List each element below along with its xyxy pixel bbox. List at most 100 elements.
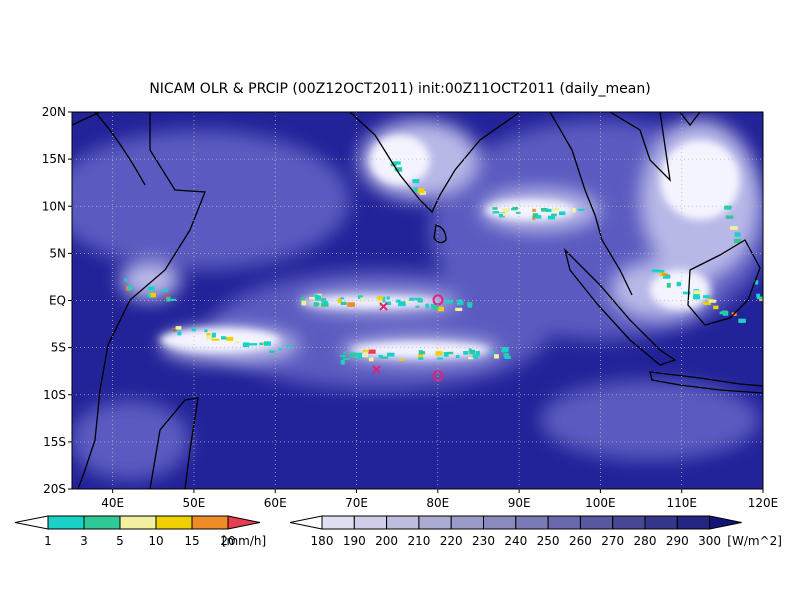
rain-cell (269, 350, 276, 353)
rain-cell (436, 357, 443, 360)
colorbar-label: 230 (472, 534, 495, 548)
rain-cell (221, 337, 228, 340)
rain-cell (499, 213, 504, 217)
rain-cell (398, 358, 405, 361)
rain-cell (504, 356, 511, 359)
colorbar-box (386, 515, 420, 530)
rain-cell (532, 213, 539, 219)
rain-cell (386, 352, 395, 357)
rain-cell (419, 351, 426, 355)
rain-cell (666, 282, 671, 288)
rain-cell (455, 307, 463, 312)
rain-cell (532, 208, 536, 212)
rain-cell (494, 354, 499, 359)
rain-cell (418, 353, 424, 359)
rain-cell (340, 359, 345, 365)
lat-label: 5S (51, 341, 66, 355)
lat-label: 10N (42, 199, 66, 213)
colorbar-label: 5 (116, 534, 124, 548)
colorbar-box (483, 515, 517, 530)
colorbar-box (191, 515, 229, 530)
colorbar-label: 3 (80, 534, 88, 548)
lat-label: 15S (43, 435, 66, 449)
rain-cell (546, 208, 552, 213)
rain-cell (259, 342, 263, 346)
colorbar-label: 290 (666, 534, 689, 548)
rain-cell (656, 269, 665, 273)
rain-cell (501, 347, 509, 353)
rain-cell (734, 232, 741, 237)
rain-cell (415, 297, 422, 301)
rain-cell (713, 305, 719, 310)
colorbar-unit: [W/m^2] (727, 534, 782, 548)
rain-cell (559, 211, 566, 216)
rain-cell (360, 297, 365, 302)
rain-cell (676, 281, 681, 287)
title: NICAM OLR & PRCIP (00Z12OCT2011) init:00… (149, 81, 650, 97)
rain-cell (301, 296, 305, 302)
rain-cell (431, 305, 439, 310)
rain-cell (263, 341, 272, 346)
rain-cell (417, 299, 423, 303)
lon-label: 90E (508, 496, 531, 510)
rain-cell (540, 207, 548, 212)
rain-cell (175, 326, 182, 330)
colorbar-label: 220 (440, 534, 463, 548)
colorbar-box (155, 515, 193, 530)
lat-label: 10S (43, 388, 66, 402)
colorbar-box (353, 515, 388, 530)
storm-markers (372, 294, 444, 382)
rain-cell (313, 302, 320, 306)
rain-cell (321, 298, 327, 302)
rain-cell (168, 298, 177, 301)
colorbar-box (321, 515, 355, 530)
rain-cell (475, 351, 481, 356)
rain-cell (472, 354, 477, 358)
rain-cell (368, 357, 374, 362)
rain-cell (572, 208, 576, 213)
colorbar-box (450, 515, 485, 530)
rain-cell (445, 299, 453, 304)
rain-cell (206, 335, 214, 340)
rain-cell (435, 351, 443, 356)
rain-cell (552, 207, 560, 211)
rain-cell (349, 352, 356, 358)
rain-cell (651, 269, 660, 273)
rain-cell (378, 354, 383, 359)
rain-cell (398, 301, 406, 307)
colorbar-label: 10 (148, 534, 163, 548)
lat-label: 5N (49, 246, 66, 260)
colorbar-label: 190 (343, 534, 366, 548)
lon-label: 40E (101, 496, 124, 510)
rain-cell (386, 296, 390, 300)
rain-cell (405, 300, 410, 304)
rain-cell (393, 161, 401, 165)
lat-label: 20S (43, 482, 66, 496)
rain-cell (147, 286, 155, 291)
colorbar-box (579, 515, 614, 530)
colorbar-label: 20 (220, 534, 235, 548)
rain-cell (492, 207, 498, 210)
rain-cell (286, 345, 292, 348)
rain-cell (368, 349, 376, 354)
rain-cell (703, 302, 711, 305)
rain-cell (191, 327, 196, 332)
colorbar-box (47, 515, 85, 530)
colorbar-box (119, 515, 157, 530)
lon-label: 100E (585, 496, 616, 510)
rain-cell (447, 351, 454, 355)
rain-cell (161, 289, 169, 292)
colorbar-triangle (289, 515, 323, 530)
colorbar-box (418, 515, 452, 530)
rain-cell (693, 292, 700, 298)
rain-cell (376, 299, 383, 303)
rain-cell (278, 348, 282, 351)
rain-cell (226, 336, 234, 341)
rain-cell (385, 301, 392, 306)
rain-cell (753, 280, 759, 285)
lon-label: 120E (748, 496, 779, 510)
rain-cell (516, 211, 521, 214)
rain-cell (468, 356, 474, 360)
lon-label: 60E (264, 496, 287, 510)
lat-label: 15N (42, 152, 66, 166)
